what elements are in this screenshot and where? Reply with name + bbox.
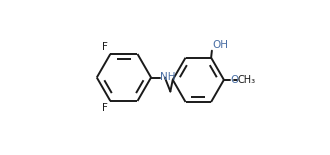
Text: F: F: [102, 103, 108, 113]
Text: O: O: [230, 75, 239, 85]
Text: CH₃: CH₃: [238, 75, 256, 85]
Text: NH: NH: [160, 73, 175, 82]
Text: F: F: [102, 42, 108, 52]
Text: OH: OH: [212, 40, 228, 50]
